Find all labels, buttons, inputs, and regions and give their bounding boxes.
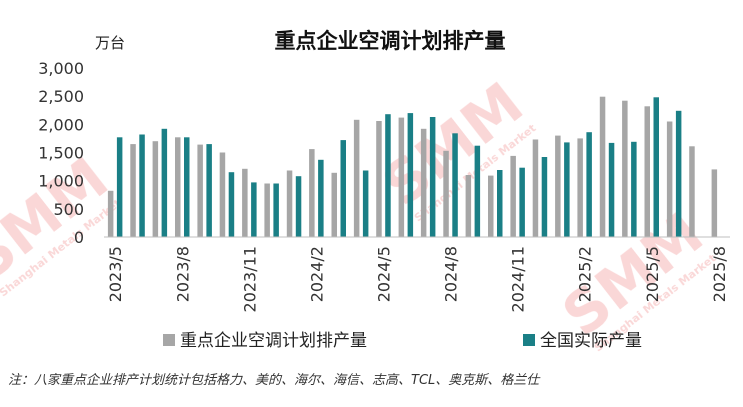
bars bbox=[107, 96, 718, 237]
bar-plan bbox=[510, 155, 516, 237]
bar-actual bbox=[608, 142, 615, 237]
y-tick-label: 1,500 bbox=[38, 144, 84, 163]
x-tick-label: 2024/2 bbox=[307, 246, 326, 302]
bar-plan bbox=[488, 175, 494, 237]
bar-actual bbox=[295, 176, 302, 237]
y-tick-label: 3,000 bbox=[38, 59, 84, 78]
legend-label-plan: 重点企业空调计划排产量 bbox=[180, 331, 367, 351]
y-tick-label: 500 bbox=[53, 200, 84, 219]
x-axis: 2023/5 2023/8 2023/11 2024/2 2024/5 2024/8 202… bbox=[106, 246, 729, 312]
bar-actual bbox=[161, 128, 168, 237]
bar-actual bbox=[452, 133, 458, 237]
bar-plan bbox=[130, 144, 136, 237]
bar-plan bbox=[532, 139, 539, 237]
bar-plan bbox=[711, 169, 718, 237]
bar-actual bbox=[519, 167, 525, 237]
bar-actual bbox=[541, 157, 548, 237]
bar-plan bbox=[286, 170, 293, 237]
x-tick-label: 2023/8 bbox=[173, 246, 192, 302]
bar-plan bbox=[376, 121, 382, 237]
footnote: 注：八家重点企业排产计划统计包括格力、美的、海尔、海信、志高、TCL、奥克斯、格… bbox=[8, 372, 541, 388]
x-tick-label: 2024/5 bbox=[374, 246, 393, 302]
legend-swatch-plan bbox=[163, 334, 175, 346]
bar-actual bbox=[228, 172, 235, 237]
bar-plan bbox=[197, 144, 203, 237]
legend-label-actual: 全国实际产量 bbox=[540, 331, 642, 351]
chart-title: 重点企业空调计划排产量 bbox=[275, 29, 506, 53]
x-tick-label: 2025/5 bbox=[643, 246, 662, 302]
bar-plan bbox=[555, 135, 561, 237]
bar-plan bbox=[666, 121, 673, 237]
x-tick-label: 2025/8 bbox=[710, 246, 729, 302]
bar-plan bbox=[398, 117, 405, 237]
x-tick-label: 2024/8 bbox=[442, 246, 461, 302]
bar-plan bbox=[599, 96, 606, 237]
bar-actual bbox=[116, 137, 123, 237]
bar-actual bbox=[586, 132, 592, 237]
bar-actual bbox=[340, 140, 346, 237]
bar-plan bbox=[353, 119, 360, 237]
y-tick-label: 2,000 bbox=[38, 115, 84, 134]
y-tick-label: 1,000 bbox=[38, 172, 84, 191]
legend-swatch-actual bbox=[523, 334, 535, 346]
x-tick-label: 2025/2 bbox=[576, 246, 595, 302]
unit-label: 万台 bbox=[95, 34, 125, 52]
bar-plan bbox=[577, 138, 583, 237]
y-tick-label: 2,500 bbox=[38, 87, 84, 106]
x-tick-label: 2023/5 bbox=[106, 246, 125, 302]
bar-plan bbox=[264, 183, 270, 237]
bar-actual bbox=[429, 117, 436, 237]
bar-actual bbox=[653, 97, 659, 237]
legend: 重点企业空调计划排产量 全国实际产量 bbox=[163, 331, 642, 351]
y-axis: 0 500 1,000 1,500 2,000 2,500 3,000 bbox=[38, 59, 84, 247]
bar-actual bbox=[184, 137, 190, 237]
bar-plan bbox=[175, 137, 181, 237]
bar-plan bbox=[465, 175, 472, 237]
bar-plan bbox=[107, 190, 114, 237]
bar-plan bbox=[443, 150, 449, 237]
bar-actual bbox=[273, 183, 279, 237]
bar-actual bbox=[251, 182, 257, 237]
bar-actual bbox=[474, 145, 481, 237]
bar-actual bbox=[407, 113, 414, 237]
bar-actual bbox=[362, 170, 369, 237]
bar-plan bbox=[309, 149, 315, 237]
bar-plan bbox=[420, 128, 427, 237]
y-tick-label: 0 bbox=[74, 228, 84, 247]
bar-actual bbox=[206, 144, 212, 237]
bar-plan bbox=[689, 146, 695, 237]
bar-plan bbox=[644, 106, 650, 237]
bar-plan bbox=[331, 172, 337, 237]
bar-actual bbox=[631, 141, 637, 237]
x-tick-label: 2024/11 bbox=[509, 246, 528, 312]
bar-actual bbox=[139, 134, 145, 237]
bar-plan bbox=[152, 141, 159, 237]
bar-actual bbox=[675, 110, 682, 237]
bar-actual bbox=[564, 142, 570, 237]
bar-actual bbox=[385, 114, 391, 237]
bar-plan bbox=[219, 152, 226, 237]
bar-plan bbox=[622, 100, 628, 237]
bar-actual bbox=[318, 159, 324, 237]
bar-actual bbox=[497, 170, 503, 237]
bar-plan bbox=[242, 168, 248, 237]
x-tick-label: 2023/11 bbox=[240, 246, 259, 312]
